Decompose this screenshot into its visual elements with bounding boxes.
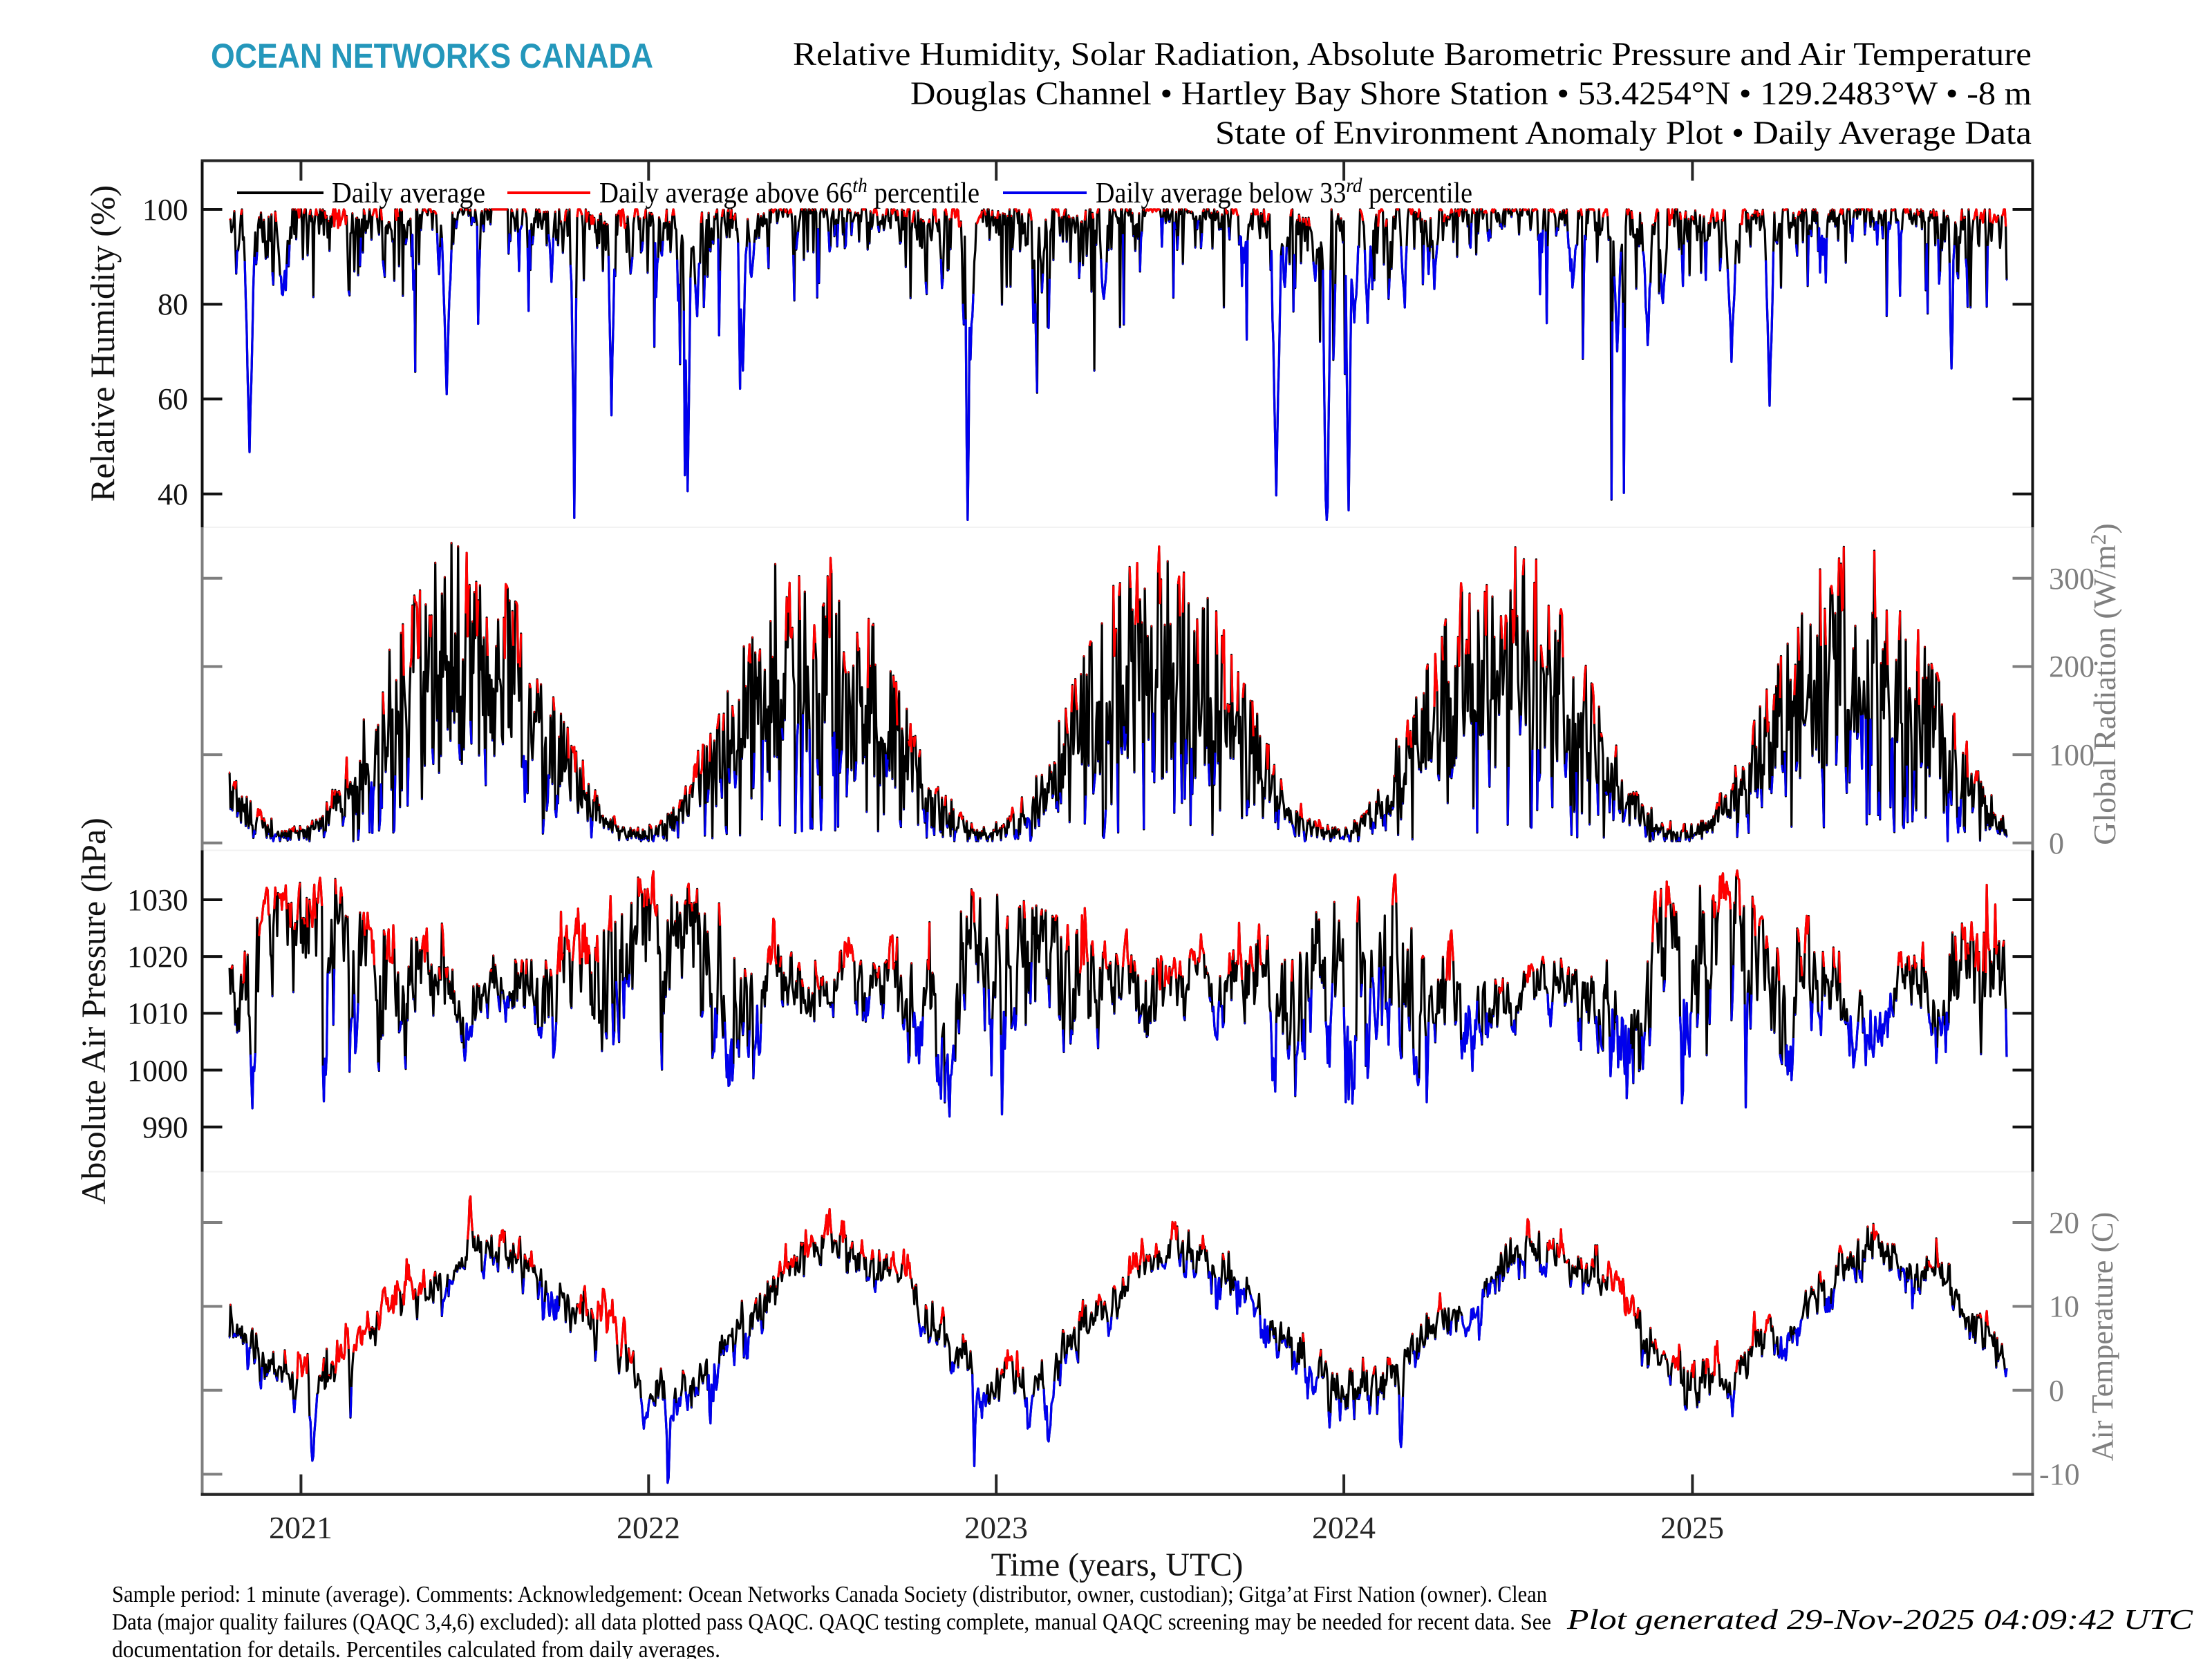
svg-text:2025: 2025 bbox=[1660, 1510, 1724, 1545]
svg-text:Daily average: Daily average bbox=[332, 178, 485, 209]
svg-text:40: 40 bbox=[158, 478, 188, 511]
svg-text:Relative Humidity, Solar Radia: Relative Humidity, Solar Radiation, Abso… bbox=[793, 36, 2032, 73]
svg-text:1020: 1020 bbox=[127, 940, 188, 974]
svg-text:2023: 2023 bbox=[964, 1510, 1028, 1545]
svg-text:0: 0 bbox=[2049, 1374, 2064, 1408]
svg-text:1030: 1030 bbox=[127, 883, 188, 917]
svg-text:60: 60 bbox=[158, 382, 188, 416]
svg-text:80: 80 bbox=[158, 287, 188, 321]
svg-text:Daily average above 66th perce: Daily average above 66th percentile bbox=[599, 174, 980, 209]
svg-text:-10: -10 bbox=[2039, 1457, 2080, 1491]
svg-text:OCEAN NETWORKS CANADA: OCEAN NETWORKS CANADA bbox=[211, 37, 653, 75]
svg-text:200: 200 bbox=[2049, 650, 2094, 683]
svg-text:Sample period: 1 minute (avera: Sample period: 1 minute (average). Comme… bbox=[112, 1582, 1547, 1607]
svg-text:Air Temperature (C): Air Temperature (C) bbox=[2086, 1212, 2119, 1461]
svg-text:1000: 1000 bbox=[127, 1054, 188, 1088]
svg-text:20: 20 bbox=[2049, 1206, 2079, 1240]
svg-text:2021: 2021 bbox=[269, 1510, 332, 1545]
svg-text:Daily average below 33rd perce: Daily average below 33rd percentile bbox=[1096, 174, 1472, 209]
svg-text:100: 100 bbox=[2049, 738, 2094, 772]
svg-text:300: 300 bbox=[2049, 562, 2094, 596]
svg-text:1010: 1010 bbox=[127, 997, 188, 1030]
svg-text:990: 990 bbox=[142, 1111, 188, 1144]
svg-text:Plot generated 29-Nov-2025 04:: Plot generated 29-Nov-2025 04:09:42 UTC bbox=[1566, 1603, 2193, 1635]
svg-text:Douglas Channel • Hartley Bay: Douglas Channel • Hartley Bay Shore Stat… bbox=[910, 75, 2032, 112]
svg-text:Global Radiation (W/m2): Global Radiation (W/m2) bbox=[2086, 523, 2122, 845]
svg-text:0: 0 bbox=[2049, 827, 2064, 860]
svg-text:10: 10 bbox=[2049, 1290, 2079, 1323]
svg-text:Data (major quality failures (: Data (major quality failures (QAQC 3,4,6… bbox=[112, 1609, 1551, 1635]
svg-text:Time (years, UTC): Time (years, UTC) bbox=[991, 1547, 1244, 1583]
svg-text:Absolute Air Pressure (hPa): Absolute Air Pressure (hPa) bbox=[74, 818, 113, 1205]
svg-text:100: 100 bbox=[142, 193, 188, 227]
svg-text:2022: 2022 bbox=[617, 1510, 680, 1545]
svg-text:documentation for details. Pe: documentation for details. Percentiles c… bbox=[112, 1637, 720, 1659]
svg-text:State of Environment Anomaly P: State of Environment Anomaly Plot • Dail… bbox=[1215, 115, 2032, 151]
svg-text:2024: 2024 bbox=[1312, 1510, 1376, 1545]
svg-text:Relative Humidity (%): Relative Humidity (%) bbox=[83, 185, 122, 502]
